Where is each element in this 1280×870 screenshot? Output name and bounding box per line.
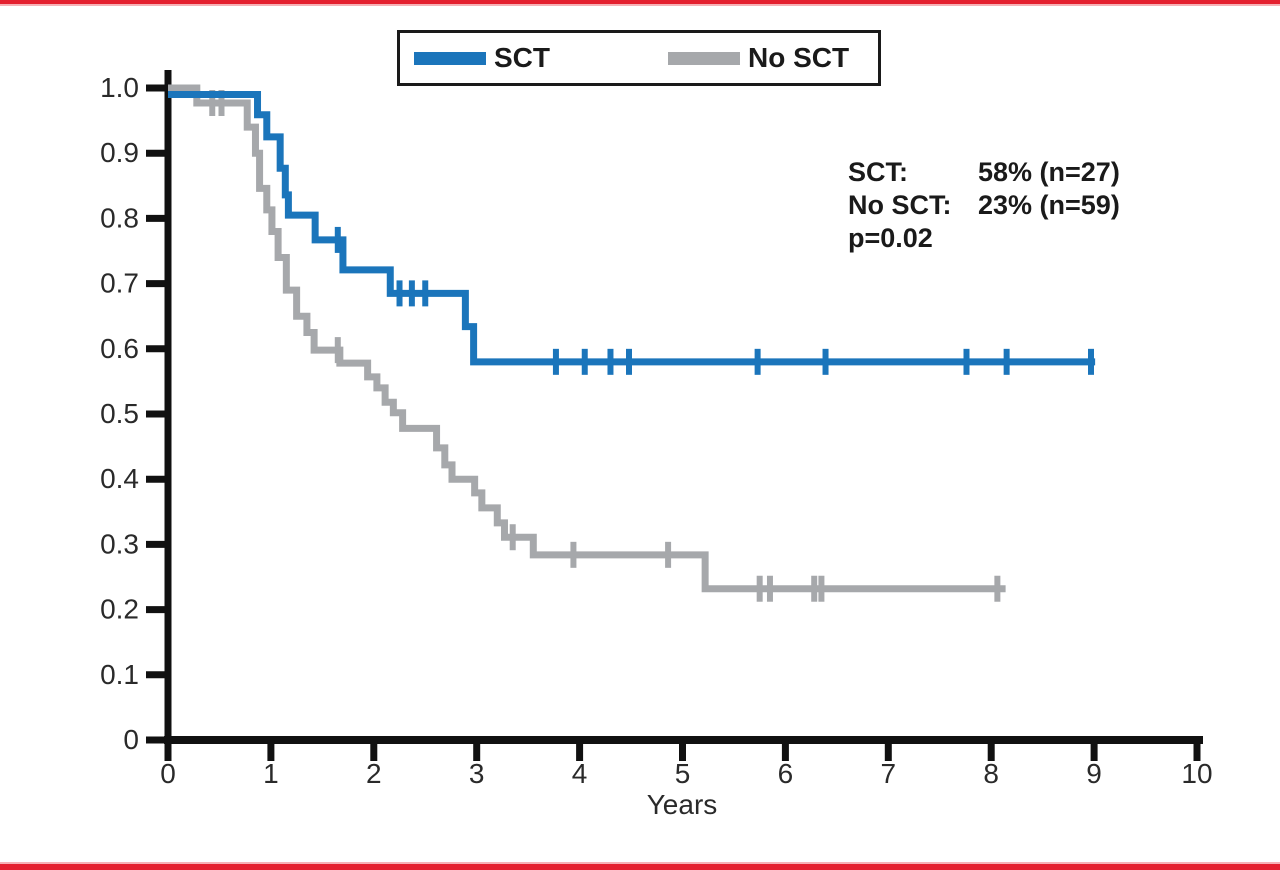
top-red-rule — [0, 0, 1280, 4]
legend-label-no-sct: No SCT — [748, 42, 850, 73]
legend-box: SCT No SCT — [397, 30, 881, 86]
stats-label-pvalue: p=0.02 — [848, 223, 933, 253]
stats-row-no-sct: No SCT: 23% (n=59) — [848, 189, 1120, 222]
y-tick-label: 0.6 — [100, 333, 139, 364]
sct-line-swatch-icon — [414, 51, 486, 65]
stats-label-no-sct: No SCT: — [848, 190, 952, 220]
legend-label-sct: SCT — [494, 42, 550, 73]
x-tick-label: 4 — [572, 758, 588, 789]
stats-label-sct: SCT: — [848, 157, 908, 187]
y-tick-label: 0.8 — [100, 202, 139, 233]
x-tick-label: 7 — [881, 758, 897, 789]
x-tick-label: 6 — [778, 758, 794, 789]
stats-annotation: SCT: 58% (n=27) No SCT: 23% (n=59) p=0.0… — [848, 156, 1120, 255]
no-sct-line-swatch-icon — [668, 51, 740, 65]
stats-value-no-sct: 23% (n=59) — [978, 190, 1120, 220]
x-axis-title: Years — [646, 789, 718, 820]
top-red-rule-soft — [0, 4, 1280, 6]
x-tick-label: 8 — [983, 758, 999, 789]
y-tick-label: 0.2 — [100, 594, 139, 625]
legend-item-sct: SCT — [414, 44, 550, 72]
y-tick-label: 0.9 — [100, 137, 139, 168]
y-tick-label: 0.1 — [100, 659, 139, 690]
km-curve-sct — [168, 91, 1096, 366]
x-tick-label: 9 — [1086, 758, 1102, 789]
x-tick-label: 3 — [469, 758, 485, 789]
x-tick-label: 1 — [263, 758, 279, 789]
bottom-red-rule — [0, 864, 1280, 870]
x-tick-label: 2 — [366, 758, 382, 789]
stats-row-sct: SCT: 58% (n=27) — [848, 156, 1120, 189]
legend-item-no-sct: No SCT — [668, 44, 849, 72]
y-tick-label: 0 — [123, 724, 139, 755]
y-tick-label: 1.0 — [100, 72, 139, 103]
stats-value-sct: 58% (n=27) — [978, 157, 1120, 187]
y-tick-label: 0.7 — [100, 268, 139, 299]
stats-row-pvalue: p=0.02 — [848, 222, 1120, 255]
x-tick-label: 10 — [1181, 758, 1212, 789]
x-tick-label: 5 — [675, 758, 691, 789]
km-curve-no-sct — [168, 84, 1006, 593]
y-tick-label: 0.5 — [100, 398, 139, 429]
y-tick-label: 0.4 — [100, 463, 139, 494]
bottom-red-rule-soft — [0, 862, 1280, 864]
x-tick-label: 0 — [160, 758, 176, 789]
y-tick-label: 0.3 — [100, 528, 139, 559]
